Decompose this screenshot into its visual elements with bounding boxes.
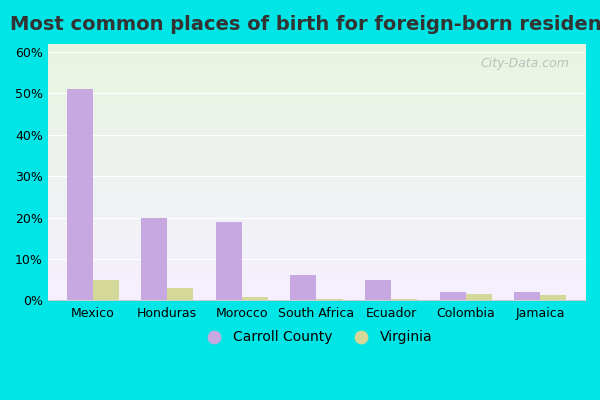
Bar: [92, 280, 119, 300]
Bar: [365, 280, 391, 300]
Bar: [391, 298, 417, 300]
Bar: [514, 292, 540, 300]
Bar: [141, 218, 167, 300]
Bar: [316, 299, 343, 300]
Bar: [290, 275, 316, 300]
Bar: [216, 222, 242, 300]
Bar: [440, 292, 466, 300]
Legend: Carroll County, Virginia: Carroll County, Virginia: [194, 324, 439, 350]
Bar: [466, 294, 492, 300]
Title: Most common places of birth for foreign-born residents: Most common places of birth for foreign-…: [10, 15, 600, 34]
Text: City-Data.com: City-Data.com: [480, 57, 569, 70]
Bar: [67, 89, 92, 300]
Bar: [167, 288, 193, 300]
Bar: [540, 295, 566, 300]
Bar: [242, 297, 268, 300]
